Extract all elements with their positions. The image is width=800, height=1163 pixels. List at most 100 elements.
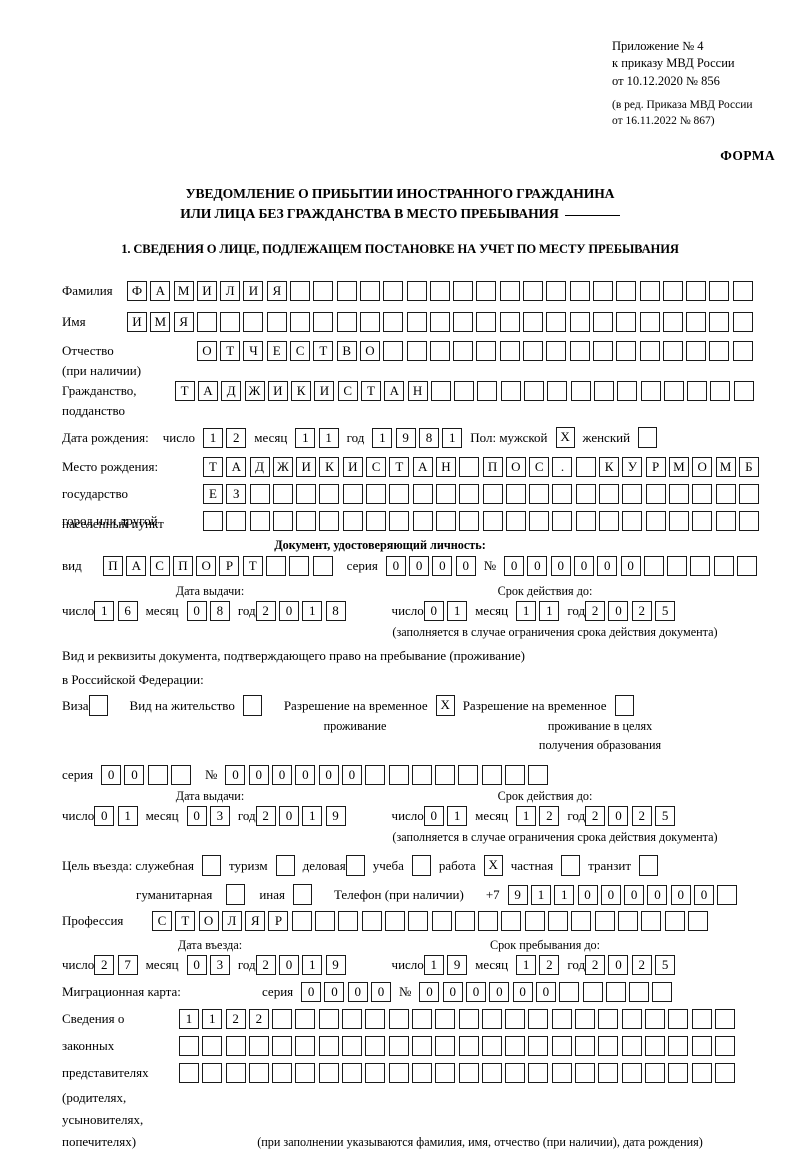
comb-cell[interactable]: 0 (597, 556, 618, 576)
comb-cell[interactable]: 1 (302, 601, 323, 621)
comb-cell[interactable] (203, 511, 223, 531)
comb-cell[interactable] (644, 1036, 665, 1056)
comb-cell[interactable] (388, 1036, 409, 1056)
comb-cell[interactable] (629, 982, 650, 1002)
comb-cell[interactable]: И (243, 281, 264, 301)
comb-cell[interactable]: 1 (554, 884, 575, 905)
purpose-tourism-checkbox[interactable] (275, 855, 295, 876)
birth-place-cells-row3[interactable] (203, 511, 759, 531)
comb-cell[interactable]: 1 (302, 955, 323, 975)
comb-cell[interactable] (196, 312, 217, 332)
comb-cell[interactable] (668, 1009, 689, 1029)
comb-cell[interactable] (289, 556, 310, 576)
comb-cell[interactable]: 0 (535, 982, 556, 1002)
comb-cell[interactable] (546, 312, 567, 332)
comb-cell[interactable]: 1 (318, 427, 339, 448)
comb-cell[interactable] (481, 1009, 502, 1029)
comb-cell[interactable] (315, 911, 336, 931)
comb-cell[interactable] (524, 381, 545, 401)
comb-cell[interactable] (366, 484, 387, 504)
comb-cell[interactable]: 0 (409, 556, 430, 576)
comb-cell[interactable] (459, 457, 480, 477)
comb-cell[interactable]: 0 (512, 982, 533, 1002)
comb-cell[interactable]: 2 (255, 806, 276, 826)
comb-cell[interactable] (546, 281, 567, 301)
comb-cell[interactable] (570, 381, 591, 401)
comb-cell[interactable] (482, 484, 503, 504)
comb-cell[interactable] (389, 511, 410, 531)
comb-cell[interactable]: К (291, 381, 312, 401)
comb-cell[interactable] (429, 281, 450, 301)
comb-cell[interactable] (500, 381, 521, 401)
comb-cell[interactable] (290, 312, 311, 332)
comb-cell[interactable]: Т (174, 381, 195, 401)
comb-cell[interactable] (664, 911, 685, 931)
comb-cell[interactable] (365, 765, 386, 785)
comb-cell[interactable]: Ж (272, 457, 293, 477)
comb-cell[interactable] (366, 511, 387, 531)
comb-cell[interactable] (383, 341, 404, 361)
comb-cell[interactable]: 6 (117, 601, 138, 621)
comb-cell[interactable] (458, 1009, 479, 1029)
comb-cell[interactable]: 0 (670, 884, 691, 905)
comb-cell[interactable]: Т (360, 381, 381, 401)
comb-cell[interactable] (546, 341, 567, 361)
comb-cell[interactable]: 2 (94, 955, 115, 975)
comb-cell[interactable] (408, 911, 429, 931)
comb-cell[interactable] (714, 1063, 735, 1083)
comb-cell[interactable]: Д (249, 457, 270, 477)
comb-cell[interactable] (411, 1063, 432, 1083)
comb-cell[interactable] (662, 341, 683, 361)
comb-cell[interactable]: 1 (117, 806, 138, 826)
comb-cell[interactable] (478, 911, 499, 931)
comb-cell[interactable]: 2 (226, 427, 247, 448)
comb-cell[interactable] (594, 911, 615, 931)
comb-cell[interactable]: Т (242, 556, 263, 576)
comb-cell[interactable]: Ч (243, 341, 264, 361)
comb-cell[interactable]: 0 (574, 556, 594, 576)
comb-cell[interactable]: А (126, 556, 147, 576)
comb-cell[interactable]: 1 (447, 806, 468, 826)
comb-cell[interactable] (639, 281, 660, 301)
comb-cell[interactable]: П (103, 556, 123, 576)
purpose-transit-checkbox[interactable] (639, 855, 659, 876)
comb-cell[interactable]: С (149, 556, 170, 576)
comb-cell[interactable]: Р (219, 556, 240, 576)
comb-cell[interactable] (429, 341, 450, 361)
comb-cell[interactable] (459, 511, 480, 531)
comb-cell[interactable] (342, 511, 363, 531)
comb-cell[interactable] (714, 1009, 735, 1029)
comb-cell[interactable] (499, 312, 520, 332)
comb-cell[interactable] (691, 1009, 712, 1029)
comb-cell[interactable]: Я (245, 911, 266, 931)
comb-cell[interactable]: О (359, 341, 380, 361)
comb-cell[interactable] (645, 484, 666, 504)
comb-cell[interactable]: В (336, 341, 357, 361)
comb-cell[interactable]: Е (266, 341, 287, 361)
comb-cell[interactable] (713, 556, 734, 576)
comb-cell[interactable] (529, 511, 550, 531)
comb-cell[interactable] (296, 511, 317, 531)
comb-cell[interactable] (733, 381, 754, 401)
comb-cell[interactable] (621, 1063, 642, 1083)
comb-cell[interactable]: П (172, 556, 193, 576)
comb-cell[interactable] (686, 312, 707, 332)
comb-cell[interactable] (617, 911, 638, 931)
comb-cell[interactable]: 2 (255, 601, 276, 621)
comb-cell[interactable] (709, 281, 730, 301)
comb-cell[interactable] (290, 281, 311, 301)
comb-cell[interactable] (592, 281, 613, 301)
comb-cell[interactable] (458, 1036, 479, 1056)
comb-cell[interactable] (429, 312, 450, 332)
comb-cell[interactable] (652, 982, 673, 1002)
comb-cell[interactable]: 8 (418, 427, 439, 448)
comb-cell[interactable] (598, 1036, 619, 1056)
comb-cell[interactable] (179, 1063, 199, 1083)
